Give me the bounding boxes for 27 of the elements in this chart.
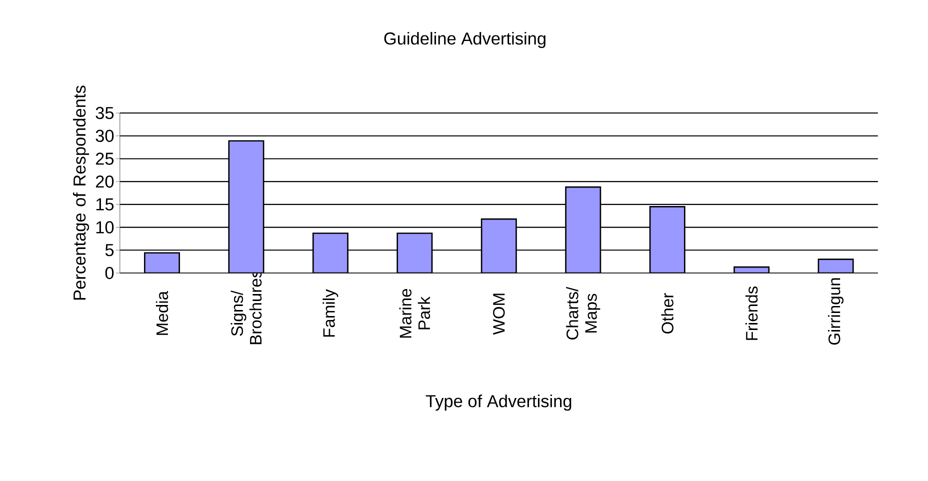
x-tick-label: WOM [493,294,505,335]
bar [480,218,517,274]
y-axis-title: Percentage of Respondents [72,86,90,300]
chart-title: Guideline Advertising [384,32,546,48]
x-axis-title: Type of Advertising [426,394,572,411]
y-tick-label: 15 [96,198,114,210]
bar [144,252,180,274]
bar [228,140,264,274]
bar [396,232,433,274]
x-tick-label: Charts/ Maps [566,286,600,340]
x-tick-label: Other [661,293,674,334]
x-tick-label: Family [322,289,338,337]
x-tick-label: Signs/ Brochures [230,270,262,344]
bar [649,206,686,274]
y-tick-label: 0 [105,266,114,280]
bar [312,232,348,274]
y-tick-label: 25 [96,152,114,165]
x-tick-label: Girringun [828,278,844,345]
y-tick-label: 10 [96,221,114,234]
x-tick-label: Friends [745,286,758,340]
y-tick-label: 35 [96,106,114,120]
y-tick-label: 20 [96,175,114,188]
x-tick-label: Media [156,290,168,335]
y-tick-label: 30 [96,130,114,142]
bar [565,186,602,274]
x-tick-label: Marine Park [399,288,430,338]
y-tick-label: 5 [105,244,114,256]
